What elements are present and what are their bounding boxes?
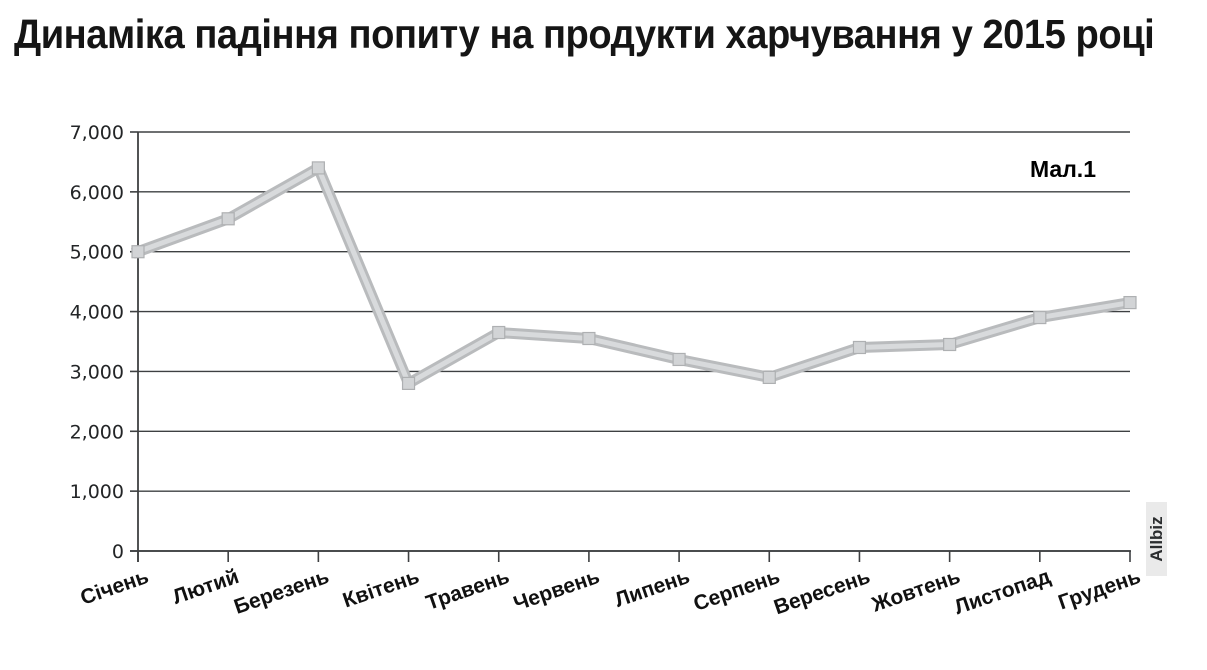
y-tick-label: 5,000 [70,242,124,264]
x-tick-label: Травень [423,565,512,615]
data-point-marker [221,212,235,226]
data-point-marker [131,245,145,259]
data-point-marker [582,331,596,346]
gridlines [138,131,1130,552]
y-tick-label: 6,000 [70,182,124,204]
data-point-marker [1033,310,1047,325]
x-tick-label: Червень [511,565,603,616]
data-point-marker [1123,295,1137,310]
chart-title: Динаміка падіння попиту на продукти харч… [14,11,1155,57]
y-tick-label: 0 [112,541,124,563]
x-tick-label: Липень [612,565,693,612]
data-series [130,161,1137,390]
x-tick-label: Квітень [340,565,422,613]
x-tick-label: Серпень [691,565,783,616]
data-point-marker [762,370,776,385]
x-tick-label: Лютий [170,565,242,609]
x-tick-label: Січень [78,565,152,610]
data-point-marker [943,337,957,352]
figure-label: Мал.1 [1030,156,1096,182]
x-tick-label: Листопад [952,565,1054,619]
allbiz-watermark-text: Allbiz [1146,516,1166,562]
data-point-marker [852,340,867,355]
allbiz-watermark: Allbiz [1146,502,1167,576]
data-point-marker [492,325,506,340]
x-tick-label: Грудень [1055,565,1143,615]
x-tick-label: Вересень [771,565,873,619]
x-tick-label: Березень [231,565,332,619]
data-point-marker [401,376,416,390]
x-tick-label: Жовтень [868,565,963,617]
y-tick-label: 1,000 [70,481,124,503]
data-point-marker [311,161,325,175]
series-line-highlight [134,165,1133,386]
y-tick-label: 3,000 [70,361,124,383]
data-point-marker [672,352,686,367]
y-axis: 0 1,000 2,000 3,000 4,000 5,000 6,000 7,000 [70,122,139,563]
y-tick-label: 7,000 [70,122,124,144]
y-tick-label: 2,000 [70,421,124,443]
y-tick-label: 4,000 [70,302,124,324]
